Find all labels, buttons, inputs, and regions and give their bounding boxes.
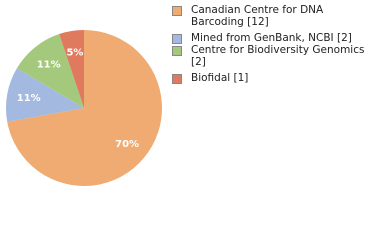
legend: Canadian Centre for DNA Barcoding [12] Mi…: [172, 4, 372, 84]
legend-swatch: [172, 6, 182, 16]
slice-label: 70%: [115, 139, 139, 150]
legend-swatch: [172, 34, 182, 44]
legend-label: Canadian Centre for DNA Barcoding [12]: [191, 4, 324, 28]
legend-item: Mined from GenBank, NCBI [2]: [172, 32, 372, 44]
pie-slice: [5, 68, 84, 122]
legend-swatch: [172, 74, 182, 84]
legend-item: Biofidal [1]: [172, 72, 372, 84]
legend-swatch: [172, 46, 182, 56]
legend-label: Centre for Biodiversity Genomics [2]: [191, 44, 365, 68]
pie-slice: [16, 34, 84, 108]
legend-label: Biofidal [1]: [191, 72, 249, 84]
pie-chart: 70% 11% 11% 5%: [5, 30, 162, 186]
slice-label: 11%: [17, 93, 41, 104]
pie-slice: [7, 30, 162, 186]
slice-label: 11%: [37, 59, 61, 70]
pie-slice: [59, 30, 84, 108]
legend-item: Centre for Biodiversity Genomics [2]: [172, 44, 372, 68]
legend-item: Canadian Centre for DNA Barcoding [12]: [172, 4, 372, 28]
legend-label: Mined from GenBank, NCBI [2]: [191, 32, 352, 44]
slice-label: 5%: [66, 48, 83, 59]
